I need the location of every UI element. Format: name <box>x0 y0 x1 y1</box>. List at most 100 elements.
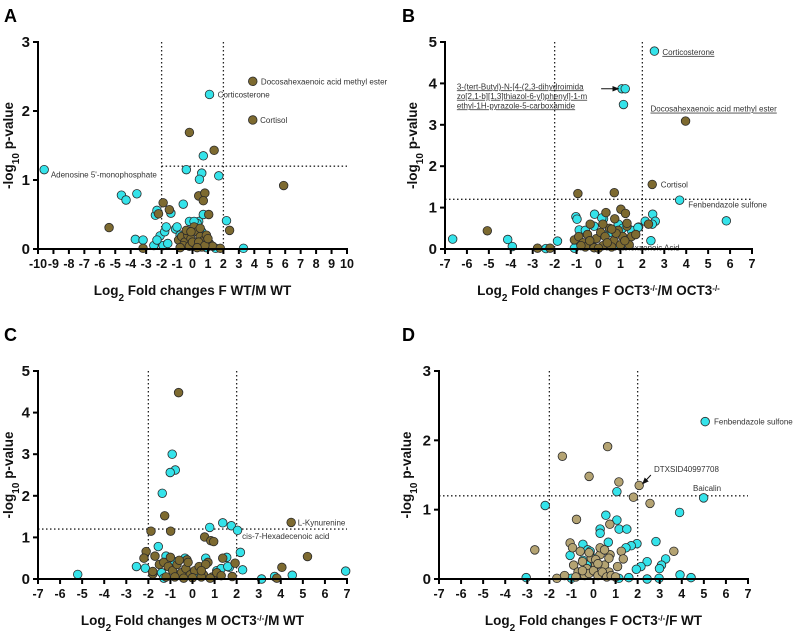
x-tick-label: 7 <box>749 257 756 271</box>
y-axis-title-part: 10 <box>409 482 420 494</box>
y-axis-title-part: 10 <box>11 482 22 494</box>
y-tick-label: 1 <box>423 502 431 519</box>
x-tick-label: -5 <box>110 257 121 271</box>
x-tick-label: -7 <box>79 257 90 271</box>
x-tick-label: -4 <box>500 587 511 601</box>
data-point <box>164 204 175 215</box>
annotation-label: Fenbendazole sulfone <box>714 418 793 427</box>
y-axis-title: -log10 p-value <box>1 102 22 189</box>
x-axis-title-part: /M WT <box>264 613 304 628</box>
data-point <box>721 216 732 226</box>
annotation-label: Corticosterone <box>662 48 715 57</box>
data-point <box>552 236 563 246</box>
x-tick-label: 1 <box>617 257 624 271</box>
x-tick-label: 5 <box>700 587 707 601</box>
y-tick-label: 4 <box>22 405 31 422</box>
data-point <box>620 236 630 246</box>
data-point <box>603 537 613 547</box>
data-point <box>157 488 167 499</box>
data-point <box>178 199 188 209</box>
y-axis-title-part: 10 <box>11 153 22 165</box>
x-tick-label: -2 <box>143 587 154 601</box>
y-tick-label: 5 <box>22 363 30 380</box>
data-point <box>571 514 582 525</box>
data-point <box>612 515 622 525</box>
data-point <box>606 224 617 234</box>
data-point <box>646 236 656 246</box>
data-point <box>605 519 615 529</box>
x-tick-label: 2 <box>639 257 646 271</box>
data-point <box>139 553 149 563</box>
x-tick-label: -6 <box>55 587 66 601</box>
y-tick-label: 0 <box>22 241 30 258</box>
x-tick-label: 6 <box>727 257 734 271</box>
data-point <box>235 547 246 558</box>
x-tick-label: -4 <box>125 257 136 271</box>
data-point <box>686 572 696 583</box>
data-point <box>482 226 493 236</box>
y-axis-title-part: p-value <box>1 431 16 483</box>
data-point <box>218 553 228 563</box>
y-axis-title-part: -log <box>399 494 414 519</box>
annotation-label: zo[2,1-b][1,3]thiazol-6-yl)phenyl]-1-m <box>457 92 588 101</box>
data-point <box>669 546 679 556</box>
x-tick-label: 9 <box>328 257 335 271</box>
x-tick-label: 4 <box>251 257 258 271</box>
data-point <box>286 517 296 528</box>
annotation-label: Fenbendazole sulfone <box>688 201 767 210</box>
x-tick-label: 6 <box>722 587 729 601</box>
y-tick-label: 2 <box>429 158 437 175</box>
x-tick-label: -6 <box>94 257 105 271</box>
x-axis-title-part: Log <box>477 283 502 298</box>
x-tick-label: 1 <box>612 587 619 601</box>
panel-b: B Docosahexaenoic Acid Corticosterone 3-(te… <box>402 6 777 304</box>
y-tick-label: 1 <box>429 200 437 217</box>
data-point <box>224 225 235 236</box>
x-tick-label: 3 <box>656 587 663 601</box>
data-point <box>540 500 550 511</box>
x-tick-label: 0 <box>590 587 597 601</box>
y-tick-label: 3 <box>22 34 30 51</box>
data-point <box>195 223 205 234</box>
x-tick-label: 2 <box>233 587 240 601</box>
x-tick-label: -6 <box>456 587 467 601</box>
x-tick-label: 2 <box>220 257 227 271</box>
data-point <box>622 524 632 534</box>
annotation-label: Corticosterone <box>218 90 271 99</box>
data-point <box>198 151 209 161</box>
panel-d: D Fenbendazole sulfone DTXSID40997708 Baica… <box>399 325 793 631</box>
data-point <box>184 127 195 138</box>
y-tick-label: 2 <box>22 103 30 120</box>
panel-letter: C <box>4 325 17 345</box>
data-point <box>204 209 214 220</box>
x-tick-label: 5 <box>266 257 273 271</box>
x-tick-label: -7 <box>32 587 43 601</box>
x-tick-label: -3 <box>121 587 132 601</box>
data-point <box>631 229 641 240</box>
data-point <box>651 536 661 547</box>
data-point <box>601 510 611 520</box>
data-point <box>609 187 619 198</box>
data-point <box>602 238 612 248</box>
data-point <box>172 222 182 232</box>
data-point <box>612 486 622 497</box>
data-point <box>165 552 176 563</box>
data-point <box>146 526 156 536</box>
data-point <box>572 214 582 224</box>
x-tick-label: -5 <box>77 587 88 601</box>
data-point <box>174 555 184 565</box>
annotation-label: Docosahexaenoic Acid <box>599 243 680 252</box>
data-point <box>643 219 654 229</box>
x-tick-label: -3 <box>527 257 538 271</box>
x-tick-label: -5 <box>483 257 494 271</box>
annotation-label: L-Kynurenine <box>298 518 346 527</box>
annotation-label: Cortisol <box>260 116 287 125</box>
x-tick-label: -5 <box>478 587 489 601</box>
x-tick-label: -2 <box>544 587 555 601</box>
x-axis-title-part: 2 <box>502 293 508 304</box>
data-point <box>622 218 632 229</box>
data-point <box>649 46 660 56</box>
data-point <box>200 188 210 198</box>
y-tick-label: 0 <box>429 241 437 258</box>
annotation-label: Baicalin <box>693 484 721 493</box>
